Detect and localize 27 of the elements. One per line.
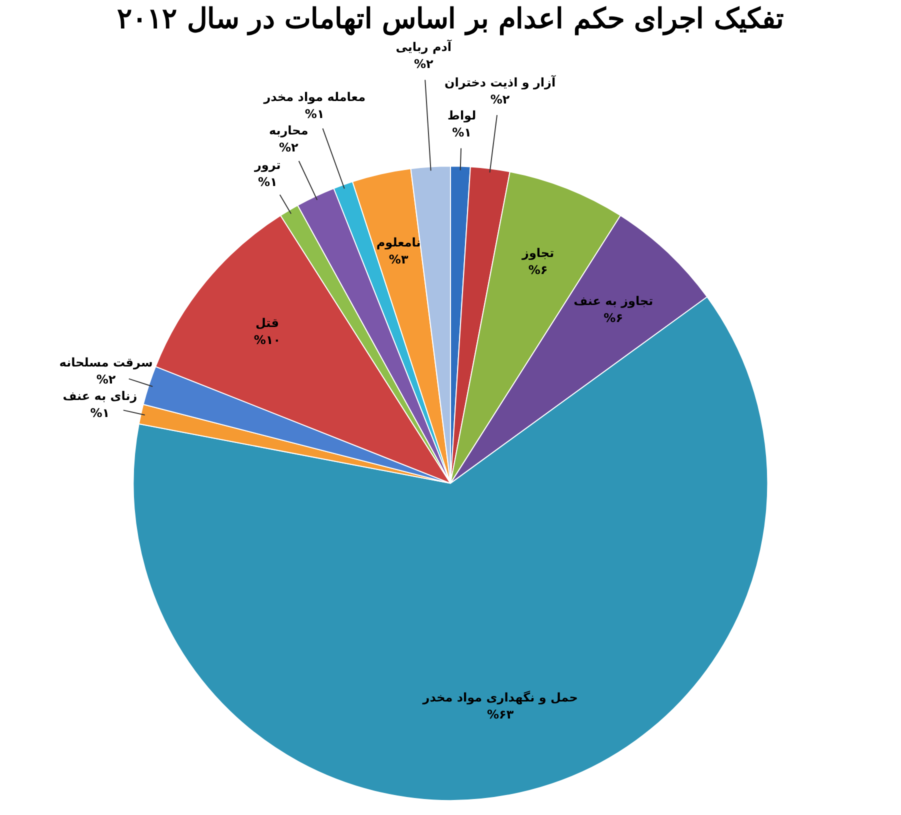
slice-label: ترور [253,158,281,172]
data-label: %۲ [96,372,116,386]
slice-label: لواط [447,108,476,122]
slice-label: زنای به عنف [62,389,138,404]
data-label: %۳ [388,252,409,266]
slice-label: آزار و اذیت دختران [444,74,556,90]
data-label: %۱ [90,406,110,420]
data-label: %۱ [452,125,472,140]
slice-label: تجاوز [521,246,554,260]
slice-label: نامعلوم [376,235,421,250]
slice-label: معامله مواد مخدر [262,90,366,104]
slice-label: آدم ربایی [396,39,452,54]
slice-label: سرقت مسلحانه [59,356,153,370]
data-label: %۲ [414,57,434,72]
slice-label: قتل [255,316,279,330]
data-label: %۶ [604,311,624,326]
data-label: %۱ [304,106,324,121]
chart-title: تفکیک اجرای حکم اعدام بر اساس اتهامات در سال ۲۰۱۲ [117,2,784,36]
data-label: %۶ [528,263,548,278]
data-label: %۶۳ [486,707,514,722]
slice-label: محاربه [268,123,308,138]
data-label: %۲ [278,140,299,154]
slice-label: حمل و نگهداری مواد مخدر [422,690,578,704]
data-label: %۱۰ [254,332,281,347]
data-label: %۲ [490,92,510,106]
slice-label: تجاوز به عنف [574,294,654,308]
data-label: %۱ [258,175,278,190]
